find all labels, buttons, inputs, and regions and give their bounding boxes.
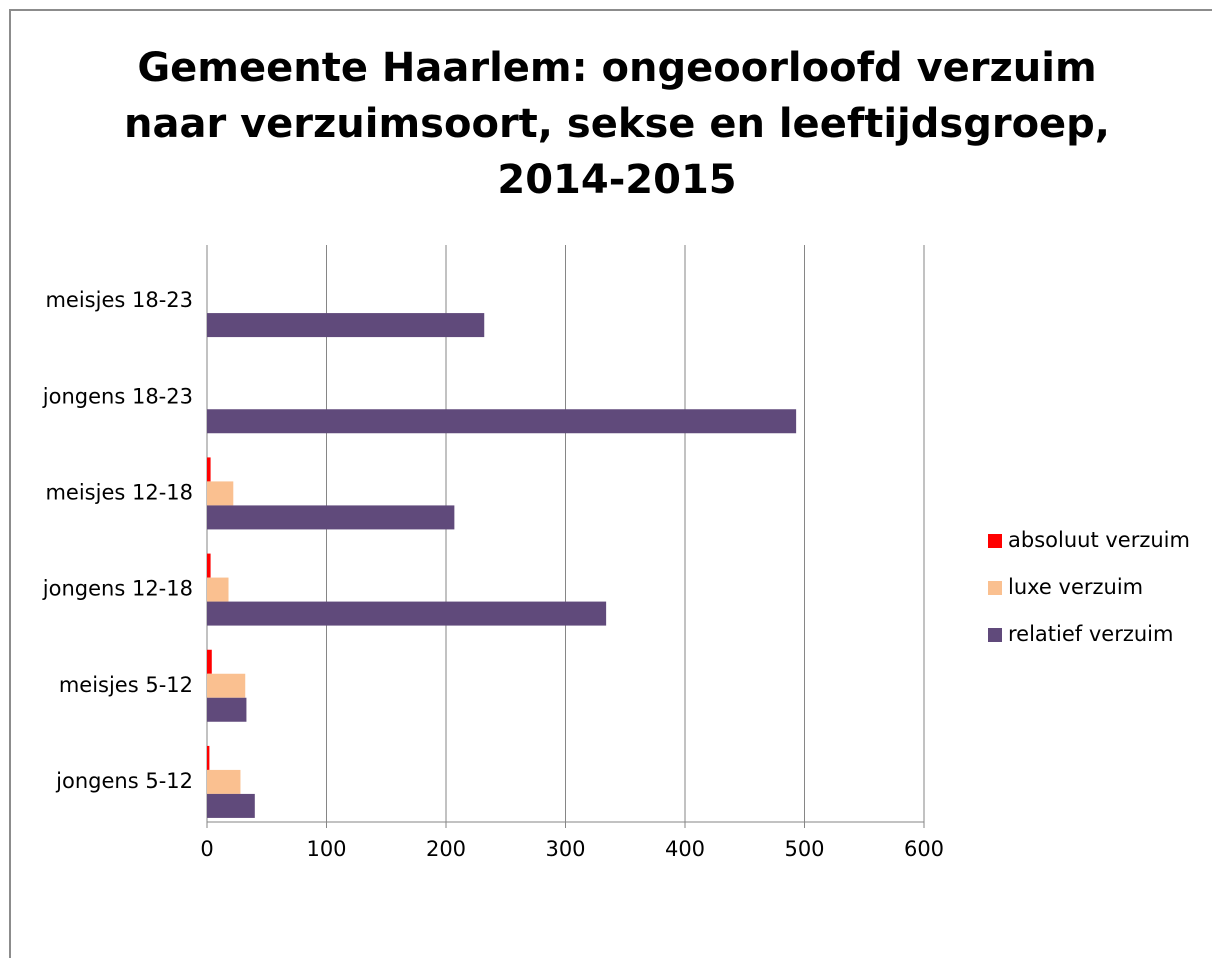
x-tick-label: 400 xyxy=(665,837,705,861)
y-tick-label: jongens 5-12 xyxy=(55,769,193,793)
y-tick-label: meisjes 5-12 xyxy=(59,673,193,697)
x-tick-label: 100 xyxy=(306,837,346,861)
bar xyxy=(207,577,229,602)
bar xyxy=(207,697,247,722)
bar xyxy=(207,601,607,626)
bar xyxy=(207,505,455,530)
legend-label: luxe verzuim xyxy=(1008,575,1143,599)
x-tick-label: 0 xyxy=(200,837,213,861)
bar xyxy=(207,481,234,506)
legend-swatch xyxy=(988,628,1002,642)
bar xyxy=(207,553,211,578)
bar xyxy=(207,745,210,770)
x-tick-label: 500 xyxy=(784,837,824,861)
x-tick-label: 600 xyxy=(904,837,944,861)
bar xyxy=(207,673,246,698)
y-tick-label: meisjes 12-18 xyxy=(45,480,193,504)
legend-swatch xyxy=(988,534,1002,548)
y-tick-label: jongens 18-23 xyxy=(42,384,193,408)
x-tick-label: 200 xyxy=(426,837,466,861)
y-tick-label: jongens 12-18 xyxy=(42,577,193,601)
chart-title: naar verzuimsoort, sekse en leeftijdsgro… xyxy=(124,101,1110,147)
bar xyxy=(207,409,797,434)
y-tick-label: meisjes 18-23 xyxy=(45,288,193,312)
bar xyxy=(207,649,212,674)
bar xyxy=(207,769,241,794)
bar xyxy=(207,313,485,338)
legend-swatch xyxy=(988,581,1002,595)
chart-title: Gemeente Haarlem: ongeoorloofd verzuim xyxy=(137,45,1096,91)
legend-label: absoluut verzuim xyxy=(1008,528,1190,552)
bar xyxy=(207,793,255,818)
legend-label: relatief verzuim xyxy=(1008,622,1173,646)
bar xyxy=(207,457,211,482)
x-tick-label: 300 xyxy=(545,837,585,861)
chart-title: 2014-2015 xyxy=(497,157,736,203)
